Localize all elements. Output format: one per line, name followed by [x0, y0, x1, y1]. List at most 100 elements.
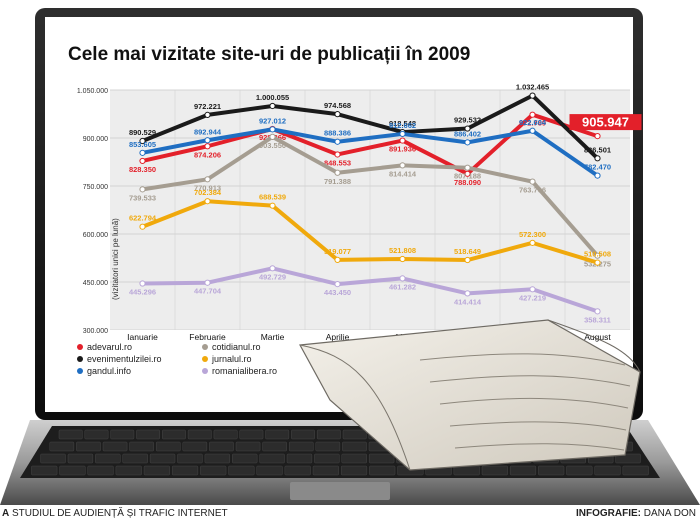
keyboard-key — [342, 441, 367, 452]
keyboard-key — [312, 465, 339, 476]
data-point — [399, 255, 406, 263]
data-point — [594, 155, 601, 162]
data-point — [269, 202, 276, 209]
data-label: 782.470 — [584, 163, 611, 172]
data-label: 445.296 — [129, 288, 156, 297]
data-point — [594, 172, 601, 179]
data-point — [464, 139, 471, 146]
series-line — [140, 199, 600, 265]
source-note: A STUDIUL DE AUDIENȚĂ ȘI TRAFIC INTERNET — [2, 508, 228, 519]
keyboard-key — [314, 453, 340, 464]
keyboard-key — [213, 429, 238, 440]
keyboard-key — [481, 465, 508, 476]
keyboard-key — [122, 453, 148, 464]
keyboard-key — [155, 441, 181, 452]
legend-label: cotidianul.ro — [212, 342, 261, 352]
data-label: 918.548 — [389, 119, 416, 128]
data-label: 836.501 — [584, 145, 611, 154]
data-point — [399, 275, 406, 282]
x-tick-label: Ianuarie — [127, 332, 158, 342]
data-point — [269, 133, 276, 140]
data-label: 892.944 — [194, 127, 222, 136]
credit-note: INFOGRAFIE: DANA DON — [576, 508, 696, 519]
keyboard-key — [187, 429, 212, 440]
legend-marker — [77, 344, 83, 350]
keyboard-key — [102, 441, 128, 452]
data-label: 521.808 — [389, 246, 416, 255]
data-label: 886.402 — [454, 129, 481, 138]
keyboard-key — [200, 465, 227, 476]
newspaper-icon — [299, 319, 641, 471]
data-point — [204, 137, 211, 144]
data-point — [594, 259, 601, 266]
data-label: 461.282 — [389, 282, 416, 291]
x-tick-label: Februarie — [189, 332, 226, 342]
y-axis-label: (vizitatori unici pe lună) — [111, 218, 120, 300]
legend-label: romanialibera.ro — [212, 366, 277, 376]
keyboard-key — [129, 441, 154, 452]
highlight-label: 905.947 — [582, 115, 629, 130]
keyboard-key — [235, 441, 261, 452]
data-label: 891.936 — [389, 145, 416, 154]
keyboard-key — [76, 441, 101, 452]
keyboard-key — [453, 465, 480, 476]
keyboard-key — [538, 465, 565, 476]
data-label: 519.077 — [324, 247, 351, 256]
keyboard-key — [509, 465, 537, 476]
series-line — [140, 93, 600, 161]
legend-marker — [202, 344, 208, 350]
keyboard-key — [87, 465, 114, 476]
data-point — [594, 132, 601, 140]
y-tick-label: 750.000 — [83, 184, 108, 191]
legend-label: evenimentulzilei.ro — [87, 354, 162, 364]
data-point — [204, 143, 211, 150]
data-label: 770.913 — [194, 183, 221, 192]
keyboard-key — [288, 441, 314, 452]
keyboard-key — [149, 453, 176, 464]
y-tick-label: 900.000 — [83, 136, 108, 143]
data-label: 447.704 — [194, 287, 222, 296]
data-point — [269, 102, 276, 110]
data-point — [594, 308, 601, 315]
y-tick-label: 300.000 — [83, 328, 108, 335]
data-label: 874.206 — [194, 150, 221, 159]
data-label: 972.789 — [519, 119, 546, 128]
keyboard-key — [291, 429, 315, 440]
keyboard-key — [566, 465, 593, 476]
data-point — [334, 256, 341, 263]
data-label: 853.605 — [129, 140, 156, 149]
keyboard-key — [316, 429, 341, 440]
data-point — [529, 127, 536, 134]
data-point — [399, 162, 406, 169]
data-point — [139, 149, 146, 156]
series-line — [140, 127, 600, 178]
data-label: 572.300 — [519, 230, 546, 239]
data-point — [269, 126, 276, 133]
keyboard-key — [341, 453, 367, 464]
data-point — [529, 239, 536, 246]
data-label: 972.221 — [194, 102, 221, 111]
data-point — [204, 198, 211, 205]
legend-label: jurnalul.ro — [211, 354, 252, 364]
keyboard-key — [259, 453, 285, 464]
data-point — [139, 280, 146, 287]
chart-title: Cele mai vizitate site-uri de publicații… — [68, 44, 470, 65]
highlight-box — [569, 114, 642, 131]
data-point — [399, 137, 406, 144]
keyboard-key — [284, 465, 311, 476]
data-label: 828.350 — [129, 165, 156, 174]
data-point — [529, 286, 536, 293]
keyboard-key — [40, 453, 66, 464]
credit-name: DANA DON — [643, 508, 696, 519]
keyboard-key — [59, 465, 86, 476]
data-point — [204, 111, 211, 118]
data-point — [399, 130, 406, 138]
data-point — [334, 151, 341, 158]
data-label: 443.450 — [324, 288, 351, 297]
keyboard-key — [171, 465, 199, 476]
data-label: 414.414 — [454, 297, 482, 306]
data-point — [204, 279, 211, 286]
keyboard-key — [228, 465, 255, 476]
legend-marker — [77, 356, 83, 362]
